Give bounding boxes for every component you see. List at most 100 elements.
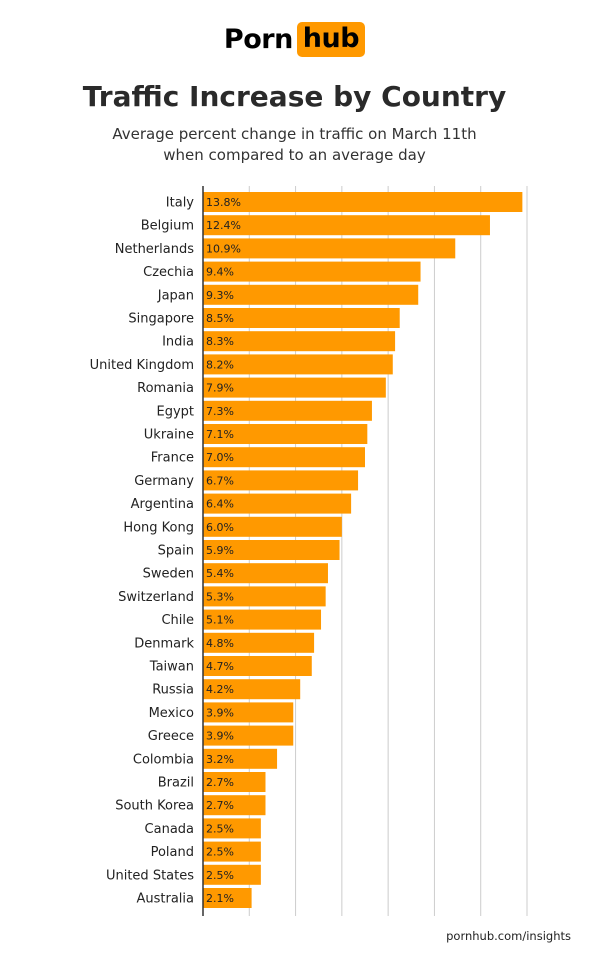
bar bbox=[203, 772, 266, 792]
category-label: Switzerland bbox=[118, 590, 194, 605]
bar bbox=[203, 377, 386, 398]
category-label: Brazil bbox=[158, 776, 194, 791]
data-label: 8.5% bbox=[206, 312, 234, 325]
bar bbox=[203, 447, 365, 468]
bar bbox=[203, 516, 342, 537]
data-label: 4.7% bbox=[206, 660, 234, 673]
category-label: Colombia bbox=[133, 752, 194, 767]
data-label: 3.9% bbox=[206, 730, 234, 743]
category-label: Spain bbox=[158, 544, 194, 559]
category-label: Hong Kong bbox=[123, 520, 194, 535]
bar bbox=[203, 841, 261, 862]
chart-subtitle: Average percent change in traffic on Mar… bbox=[0, 124, 589, 166]
bar bbox=[203, 702, 294, 723]
category-label: United States bbox=[106, 868, 194, 883]
data-label: 12.4% bbox=[206, 219, 241, 232]
chart-title: Traffic Increase by Country bbox=[82, 80, 507, 113]
category-label: Ukraine bbox=[144, 428, 194, 443]
category-label: Denmark bbox=[134, 636, 194, 651]
category-label: Mexico bbox=[149, 706, 194, 721]
data-label: 6.7% bbox=[206, 474, 234, 487]
data-label: 7.1% bbox=[206, 428, 234, 441]
bar bbox=[203, 331, 396, 352]
bar bbox=[203, 563, 328, 584]
bar bbox=[203, 888, 252, 908]
subtitle-line-1: Average percent change in traffic on Mar… bbox=[112, 125, 477, 143]
category-label: France bbox=[151, 451, 194, 466]
pornhub-logo: Porn hub bbox=[0, 22, 589, 57]
bar bbox=[203, 632, 315, 653]
bar bbox=[203, 238, 456, 259]
bar bbox=[203, 795, 266, 816]
category-label: Singapore bbox=[128, 312, 194, 327]
data-label: 6.0% bbox=[206, 521, 234, 534]
bar bbox=[203, 400, 372, 421]
bar bbox=[203, 864, 261, 885]
source-link[interactable]: pornhub.com/insights bbox=[446, 929, 571, 943]
logo-text-porn: Porn bbox=[223, 24, 293, 55]
data-label: 2.7% bbox=[206, 776, 234, 789]
data-label: 5.4% bbox=[206, 567, 234, 580]
data-label: 2.7% bbox=[206, 799, 234, 812]
bar bbox=[203, 586, 326, 607]
category-label: Czechia bbox=[143, 265, 194, 280]
category-label: Australia bbox=[136, 892, 194, 907]
data-label: 9.4% bbox=[206, 266, 234, 279]
category-label: Belgium bbox=[141, 219, 194, 234]
data-label: 8.2% bbox=[206, 358, 234, 371]
data-label: 2.5% bbox=[206, 846, 234, 859]
category-label: Romania bbox=[137, 381, 194, 396]
category-label: Sweden bbox=[143, 567, 194, 582]
data-label: 4.2% bbox=[206, 683, 234, 696]
category-label: Argentina bbox=[131, 497, 194, 512]
category-label: Germany bbox=[134, 474, 194, 489]
data-label: 2.5% bbox=[206, 869, 234, 882]
bar bbox=[203, 725, 294, 746]
bar bbox=[203, 493, 352, 514]
bar bbox=[203, 540, 340, 560]
bar bbox=[203, 308, 400, 328]
data-label: 7.3% bbox=[206, 405, 234, 418]
category-label: Japan bbox=[157, 288, 194, 303]
data-label: 3.9% bbox=[206, 706, 234, 719]
bar bbox=[203, 284, 419, 305]
bar bbox=[203, 215, 490, 236]
bar bbox=[203, 818, 261, 839]
bar bbox=[203, 609, 322, 630]
data-label: 9.3% bbox=[206, 289, 234, 302]
data-label: 3.2% bbox=[206, 753, 234, 766]
data-label: 7.9% bbox=[206, 382, 234, 395]
category-label: Egypt bbox=[156, 404, 194, 419]
data-label: 8.3% bbox=[206, 335, 234, 348]
category-label: Greece bbox=[148, 729, 194, 744]
bar bbox=[203, 354, 393, 375]
category-label: Russia bbox=[152, 683, 194, 698]
category-label: Netherlands bbox=[115, 242, 194, 257]
data-label: 5.3% bbox=[206, 590, 234, 603]
data-label: 4.8% bbox=[206, 637, 234, 650]
bar bbox=[203, 679, 301, 700]
logo-text-hub: hub bbox=[296, 22, 366, 57]
data-label: 13.8% bbox=[206, 196, 241, 209]
category-label: Chile bbox=[161, 613, 194, 628]
category-label: Poland bbox=[151, 845, 194, 860]
category-label: South Korea bbox=[115, 799, 194, 814]
data-label: 5.1% bbox=[206, 614, 234, 627]
subtitle-line-2: when compared to an average day bbox=[163, 146, 426, 164]
bar bbox=[203, 656, 312, 676]
bar-chart: Italy 13.8% Belgium 12.4% Netherlands 10.9% Cz… bbox=[90, 186, 528, 916]
data-label: 2.1% bbox=[206, 892, 234, 905]
data-label: 10.9% bbox=[206, 242, 241, 255]
category-label: India bbox=[162, 335, 194, 350]
data-label: 2.5% bbox=[206, 822, 234, 835]
category-label: Canada bbox=[145, 822, 194, 837]
bar bbox=[203, 192, 523, 212]
category-label: Taiwan bbox=[149, 660, 194, 675]
category-label: Italy bbox=[166, 196, 195, 211]
data-label: 6.4% bbox=[206, 498, 234, 511]
bar bbox=[203, 470, 359, 491]
bar bbox=[203, 261, 421, 282]
bar bbox=[203, 748, 278, 769]
category-label: United Kingdom bbox=[90, 358, 194, 373]
bar bbox=[203, 424, 368, 444]
